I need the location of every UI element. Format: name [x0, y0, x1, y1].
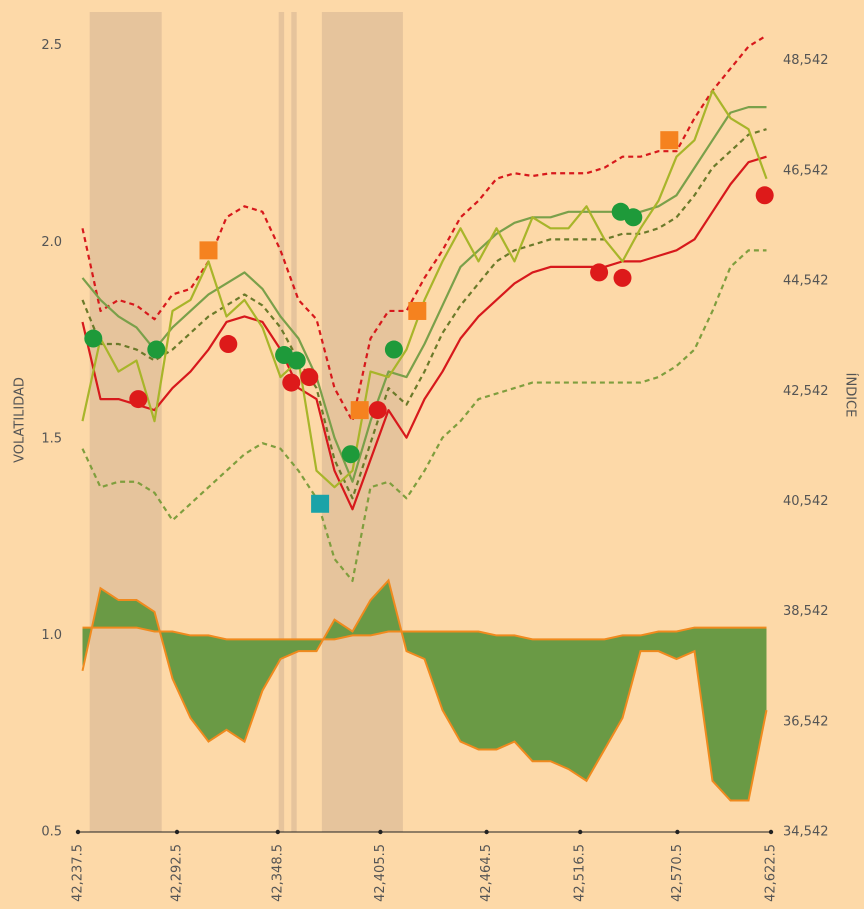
- y2-tick-label: 46,542: [783, 163, 829, 178]
- y2-tick-label: 44,542: [783, 274, 829, 289]
- y2-axis-title: ÍNDICE: [843, 373, 859, 418]
- marker-circle: [219, 335, 238, 354]
- marker-circle: [129, 390, 148, 409]
- marker-circle: [384, 340, 403, 359]
- marker-circle: [147, 340, 166, 359]
- series-line: [81, 249, 767, 582]
- y2-tick-label: 40,542: [783, 494, 829, 509]
- marker-square: [311, 494, 330, 513]
- x-tick: [275, 829, 280, 835]
- x-tick: [675, 829, 680, 835]
- y-tick-label: 0.5: [41, 825, 62, 840]
- y-tick-label: 1.0: [41, 628, 62, 643]
- marker-square: [408, 301, 427, 320]
- x-tick: [578, 829, 583, 835]
- y2-tick-label: 38,542: [783, 604, 829, 619]
- area-edge: [81, 578, 768, 802]
- marker-circle: [590, 263, 609, 282]
- x-tick: [378, 829, 383, 835]
- marker-circle: [282, 373, 301, 392]
- marker-circle: [287, 351, 306, 370]
- shaded-region: [278, 12, 285, 832]
- marker-square: [660, 131, 679, 150]
- y-tick-label: 1.5: [41, 431, 62, 446]
- area-base-line: [82, 626, 767, 641]
- shaded-region: [89, 12, 162, 832]
- x-tick-label: 42,516.5: [573, 844, 588, 902]
- x-tick-label: 42,622.5: [764, 844, 779, 902]
- y2-tick-label: 48,542: [783, 53, 829, 68]
- x-tick: [75, 829, 81, 835]
- marker-circle: [300, 368, 319, 387]
- x-tick-label: 42,348.5: [270, 844, 285, 902]
- x-tick-label: 42,405.5: [373, 844, 388, 902]
- shaded-region: [291, 12, 297, 832]
- marker-circle: [624, 208, 643, 227]
- marker-square: [350, 401, 369, 420]
- marker-circle: [368, 401, 387, 420]
- series-line: [81, 89, 768, 489]
- y-tick-label: 2.0: [41, 235, 62, 250]
- marker-circle: [84, 329, 103, 348]
- x-tick: [484, 829, 489, 835]
- series-line: [81, 34, 768, 423]
- x-tick-label: 42,237.5: [71, 844, 86, 902]
- series-line: [81, 106, 767, 483]
- y2-tick-label: 34,542: [783, 825, 829, 840]
- marker-square: [199, 241, 218, 260]
- marker-circle: [613, 268, 632, 287]
- marker-circle: [755, 186, 774, 205]
- series-line: [81, 128, 767, 500]
- x-tick: [174, 829, 180, 835]
- area-fill: [82, 580, 767, 801]
- x-tick-label: 42,464.5: [479, 844, 494, 902]
- series-line: [81, 155, 767, 511]
- y-tick-label: 2.5: [41, 38, 62, 53]
- x-tick-label: 42,292.5: [170, 844, 185, 902]
- marker-circle: [341, 445, 360, 464]
- x-tick: [768, 829, 774, 835]
- y-axis-title: VOLATILIDAD: [13, 377, 28, 463]
- x-tick-label: 42,570.5: [670, 844, 685, 902]
- y2-tick-label: 42,542: [783, 384, 829, 399]
- y2-tick-label: 36,542: [783, 714, 829, 729]
